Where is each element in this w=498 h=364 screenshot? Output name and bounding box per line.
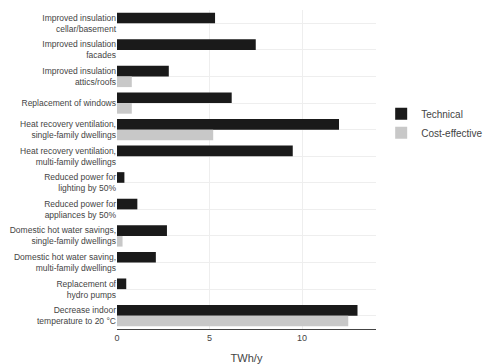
svg-text:Reduced power forappliances by: Reduced power forappliances by 50% [44,199,116,220]
svg-text:Improved insulationattics/roof: Improved insulationattics/roofs [42,66,116,87]
svg-text:Heat recovery ventilation,mult: Heat recovery ventilation,multi-family d… [20,146,116,167]
svg-text:Reduced power forlighting by 5: Reduced power forlighting by 50% [44,172,116,193]
svg-text:Improved insulationcellar/base: Improved insulationcellar/basement [42,13,116,34]
svg-text:Domestic hot water savings,sin: Domestic hot water savings,single-family… [10,225,116,246]
svg-text:5: 5 [207,333,212,343]
svg-text:Replacement of windows: Replacement of windows [22,98,117,108]
svg-text:Decrease indoortemperature to: Decrease indoortemperature to 20 °C [37,305,116,326]
svg-text:10: 10 [297,333,307,343]
svg-text:Domestic hot water saving,mult: Domestic hot water saving,multi-family d… [14,252,116,273]
svg-text:TWh/y: TWh/y [231,352,263,364]
svg-text:Improved insulationfacades: Improved insulationfacades [42,39,116,60]
svg-text:Cost-effective: Cost-effective [421,128,482,139]
svg-text:Technical: Technical [421,109,463,120]
svg-text:Heat recovery ventilation,sing: Heat recovery ventilation,single-family … [20,119,116,140]
svg-text:Replacement ofhydro pumps: Replacement ofhydro pumps [56,279,116,300]
svg-text:0: 0 [114,333,119,343]
